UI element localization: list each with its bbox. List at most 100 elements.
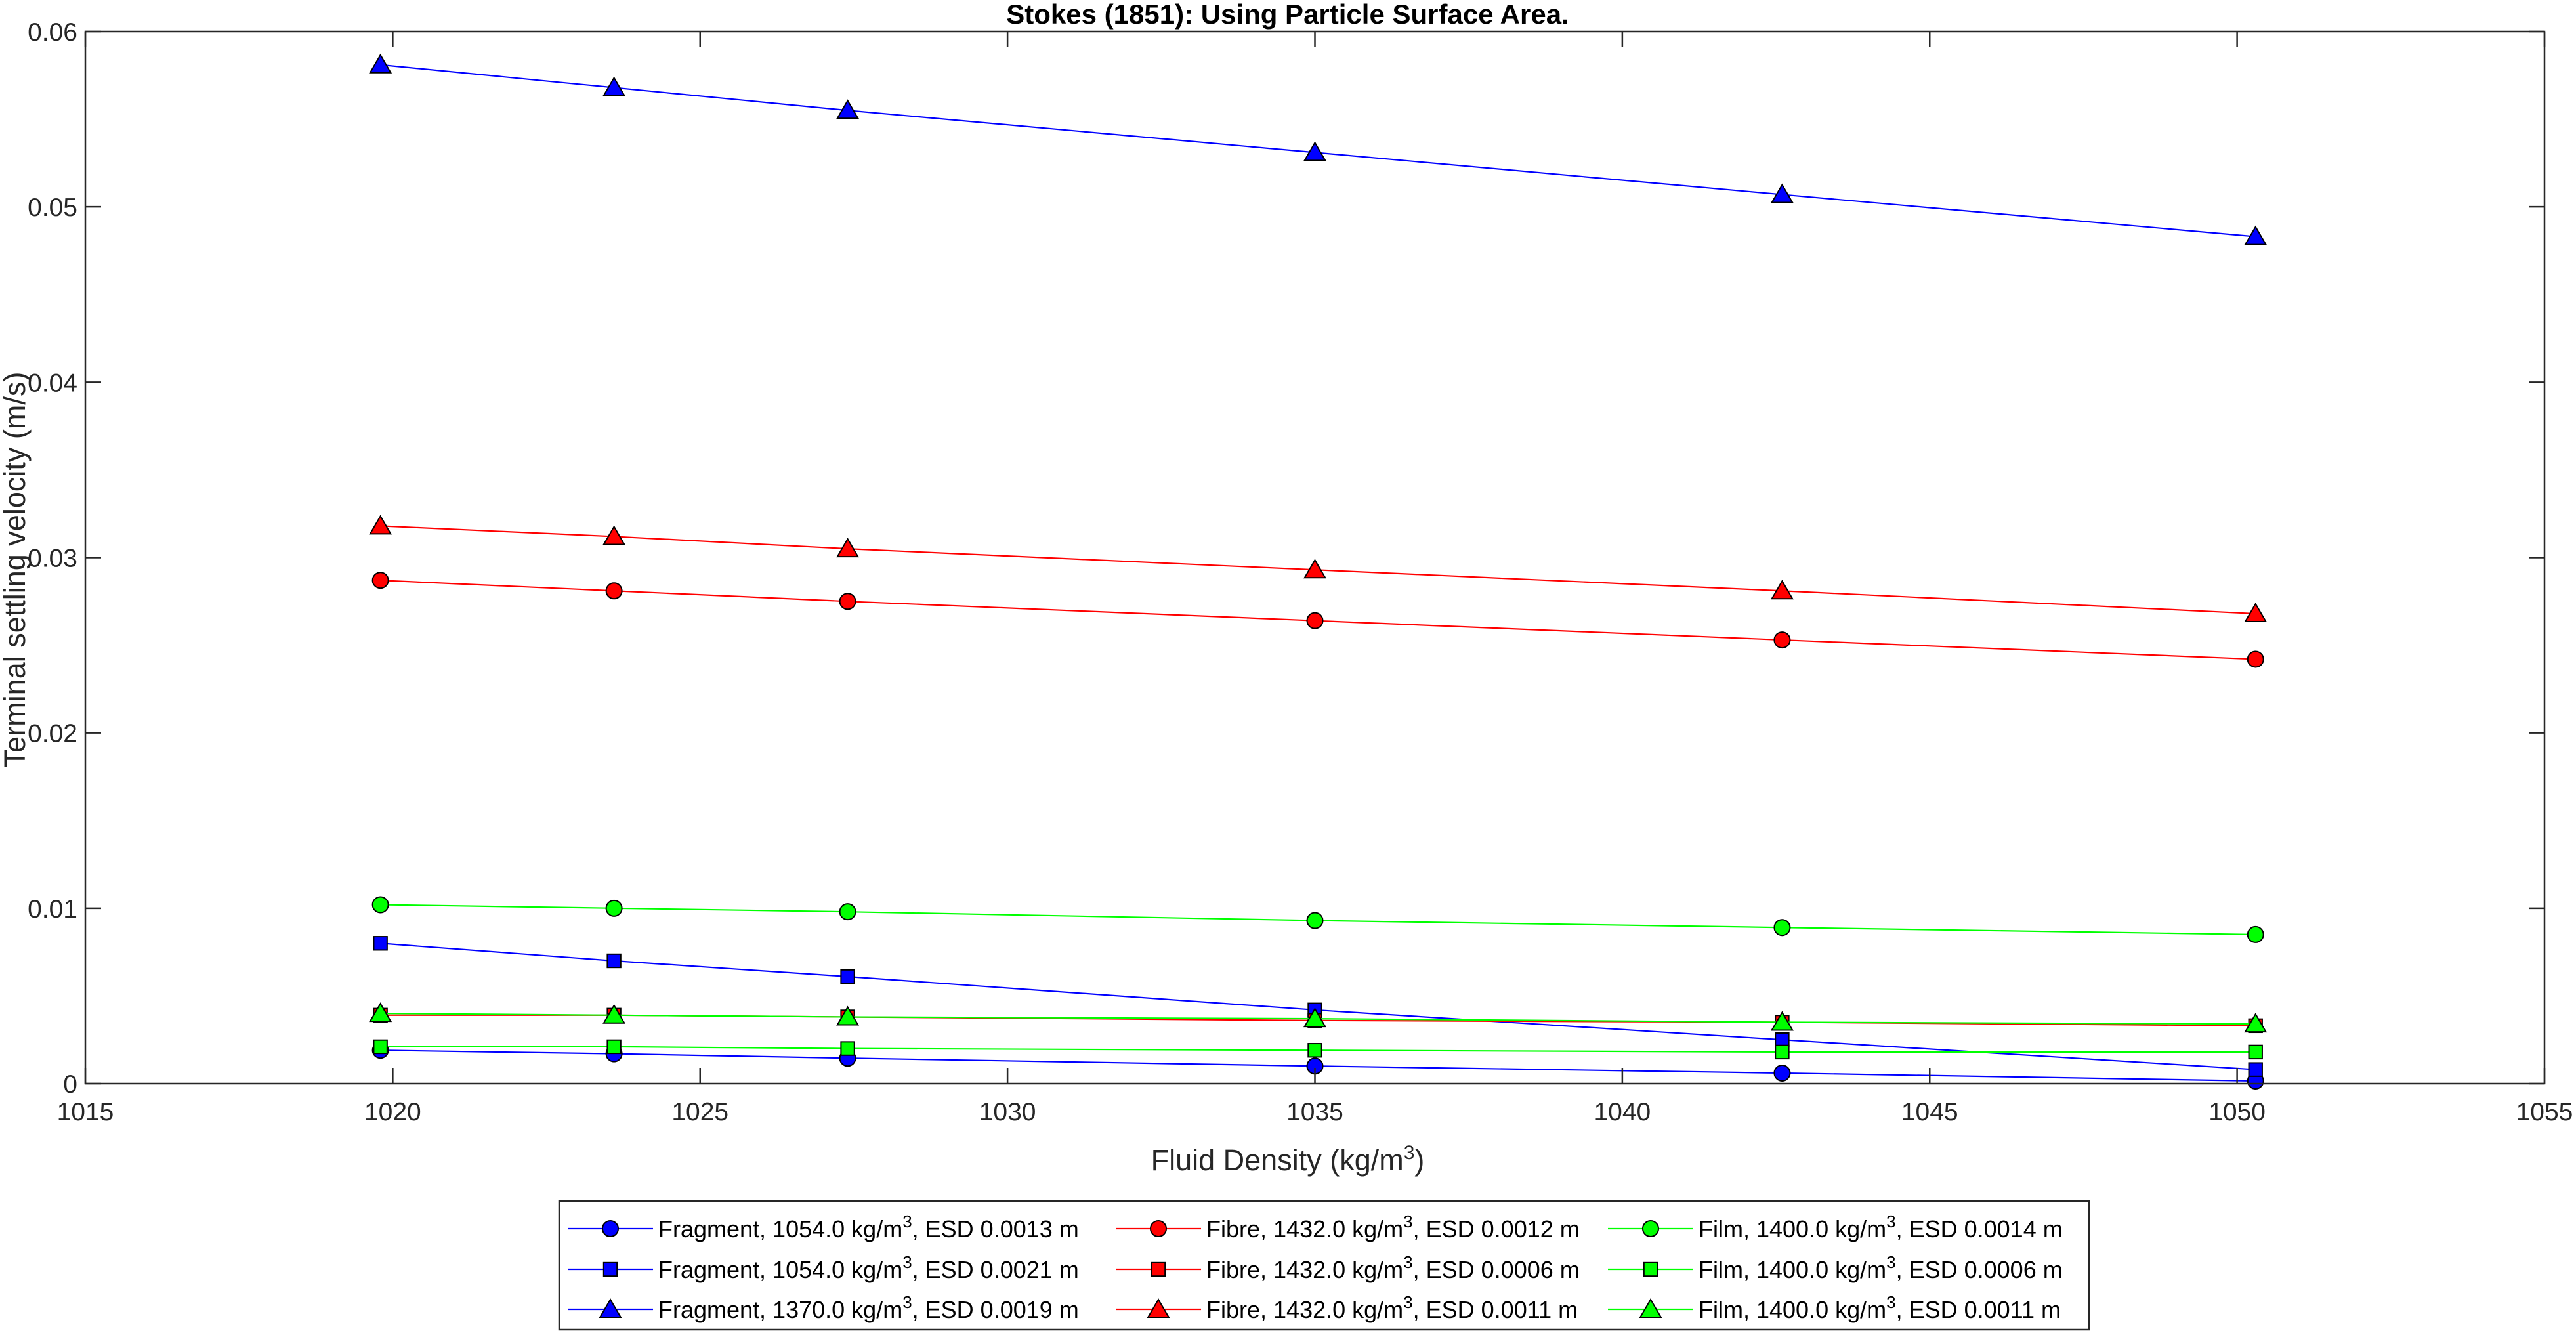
- legend-label: Fragment, 1054.0 kg/m3, ESD 0.0013 m: [658, 1212, 1079, 1242]
- axes: 1015 1020 1025 1030 1035 1040 1045 1050 1055 0 0.0…: [28, 18, 2573, 1126]
- data-point: [605, 899, 623, 917]
- legend-label: Fragment, 1370.0 kg/m3, ESD 0.0019 m: [658, 1292, 1079, 1323]
- series-4: [371, 572, 2264, 668]
- data-point: [602, 525, 626, 545]
- data-point: [1775, 1044, 1790, 1060]
- x-tick-label: 1025: [671, 1098, 728, 1126]
- series-1: [371, 1042, 2264, 1090]
- x-tick-label: 1015: [57, 1098, 114, 1126]
- data-point: [1303, 1007, 1326, 1028]
- legend-label-superscript: 3: [1403, 1212, 1412, 1231]
- data-point: [369, 53, 392, 74]
- x-tick-label: 1020: [364, 1098, 421, 1126]
- data-point: [1775, 1032, 1790, 1047]
- legend-marker: [1643, 1261, 1658, 1277]
- legend-item-5: Fibre, 1432.0 kg/m3, ESD 0.0006 m: [1116, 1252, 1580, 1283]
- data-point: [836, 99, 860, 119]
- series-3: [369, 53, 2268, 245]
- series-line-9: [380, 1013, 2256, 1025]
- legend-label-name: Film, 1400.0 kg/m: [1699, 1256, 1886, 1283]
- legend-label-superscript: 3: [1403, 1252, 1412, 1272]
- legend-item-7: Film, 1400.0 kg/m3, ESD 0.0014 m: [1608, 1212, 2063, 1242]
- data-point: [2248, 1044, 2263, 1060]
- legend-label-suffix: , ESD 0.0006 m: [1896, 1256, 2063, 1283]
- legend-marker: [602, 1220, 619, 1237]
- data-point: [373, 1039, 388, 1055]
- data-point: [2244, 1013, 2268, 1033]
- y-axis-label: Terminal settling velocity (m/s): [0, 372, 32, 768]
- y-tick-label: 0.04: [28, 369, 77, 397]
- legend-label-name: Fibre, 1432.0 kg/m: [1206, 1256, 1403, 1283]
- legend-marker: [1147, 1298, 1170, 1318]
- series-line-4: [380, 580, 2256, 660]
- legend-label-name: Fragment, 1370.0 kg/m: [658, 1296, 902, 1323]
- data-point: [1770, 183, 1794, 203]
- legend-label: Film, 1400.0 kg/m3, ESD 0.0014 m: [1699, 1212, 2063, 1242]
- legend-label: Film, 1400.0 kg/m3, ESD 0.0006 m: [1699, 1252, 2063, 1283]
- data-point: [2247, 650, 2264, 668]
- legend-label: Fibre, 1432.0 kg/m3, ESD 0.0012 m: [1206, 1212, 1580, 1242]
- legend-label-superscript: 3: [1403, 1292, 1412, 1312]
- series-8: [373, 1039, 2263, 1060]
- x-tick-label: 1035: [1286, 1098, 1343, 1126]
- y-tick-label: 0.05: [28, 194, 77, 222]
- series-7: [371, 896, 2264, 943]
- series-line-3: [380, 64, 2256, 238]
- legend-label-name: Fragment, 1054.0 kg/m: [658, 1256, 902, 1283]
- data-point: [605, 582, 623, 600]
- series-line-8: [380, 1046, 2256, 1053]
- legend-label-suffix: , ESD 0.0021 m: [912, 1256, 1079, 1283]
- x-axis-label-superscript: 3: [1404, 1142, 1415, 1164]
- series-6: [369, 515, 2268, 622]
- legend: Fragment, 1054.0 kg/m3, ESD 0.0013 mFrag…: [558, 1200, 2090, 1331]
- legend-label-name: Film, 1400.0 kg/m: [1699, 1296, 1886, 1323]
- data-point: [1770, 580, 1794, 600]
- legend-label: Film, 1400.0 kg/m3, ESD 0.0011 m: [1699, 1292, 2061, 1323]
- legend-item-8: Film, 1400.0 kg/m3, ESD 0.0006 m: [1608, 1252, 2063, 1283]
- legend-box: [558, 1200, 2090, 1331]
- data-point: [606, 1039, 622, 1055]
- legend-label-suffix: , ESD 0.0012 m: [1413, 1216, 1580, 1242]
- data-point: [1306, 912, 1324, 929]
- x-axis-label: Fluid Density (kg/m3): [1151, 1142, 1425, 1177]
- y-tick-label: 0.03: [28, 545, 77, 573]
- data-point: [1773, 919, 1791, 937]
- y-tick-label: 0.01: [28, 895, 77, 923]
- x-axis-label-text: Fluid Density (kg/m: [1151, 1143, 1404, 1177]
- legend-marker: [1642, 1220, 1659, 1237]
- data-point: [839, 593, 856, 610]
- data-point: [836, 1005, 860, 1026]
- x-tick-label: 1045: [1901, 1098, 1958, 1126]
- legend-label-superscript: 3: [1886, 1292, 1895, 1312]
- data-point: [1773, 1064, 1791, 1082]
- y-tick-label: 0: [63, 1070, 77, 1099]
- legend-label-suffix: , ESD 0.0006 m: [1413, 1256, 1580, 1283]
- legend-item-6: Fibre, 1432.0 kg/m3, ESD 0.0011 m: [1116, 1292, 1578, 1323]
- series-line-1: [380, 1049, 2256, 1082]
- legend-item-4: Fibre, 1432.0 kg/m3, ESD 0.0012 m: [1116, 1212, 1580, 1242]
- legend-item-2: Fragment, 1054.0 kg/m3, ESD 0.0021 m: [568, 1252, 1079, 1283]
- data-point: [1306, 612, 1324, 629]
- legend-label-suffix: , ESD 0.0019 m: [912, 1296, 1079, 1323]
- data-point: [1303, 141, 1326, 161]
- legend-label-suffix: , ESD 0.0011 m: [1413, 1296, 1578, 1323]
- data-point: [373, 936, 388, 951]
- legend-label: Fibre, 1432.0 kg/m3, ESD 0.0011 m: [1206, 1292, 1578, 1323]
- data-point: [2247, 925, 2264, 943]
- data-point: [1303, 559, 1326, 579]
- data-point: [2248, 1062, 2263, 1077]
- data-point: [602, 76, 626, 96]
- legend-marker: [1639, 1298, 1662, 1318]
- legend-label: Fibre, 1432.0 kg/m3, ESD 0.0006 m: [1206, 1252, 1580, 1283]
- legend-item-1: Fragment, 1054.0 kg/m3, ESD 0.0013 m: [568, 1212, 1079, 1242]
- legend-label-suffix: , ESD 0.0014 m: [1896, 1216, 2063, 1242]
- legend-label-superscript: 3: [902, 1212, 912, 1231]
- data-point: [836, 538, 860, 558]
- series-line-7: [380, 904, 2256, 936]
- legend-label-name: Fragment, 1054.0 kg/m: [658, 1216, 902, 1242]
- x-axis-label-end: ): [1414, 1143, 1424, 1177]
- legend-label-suffix: , ESD 0.0013 m: [912, 1216, 1079, 1242]
- data-point: [371, 572, 389, 589]
